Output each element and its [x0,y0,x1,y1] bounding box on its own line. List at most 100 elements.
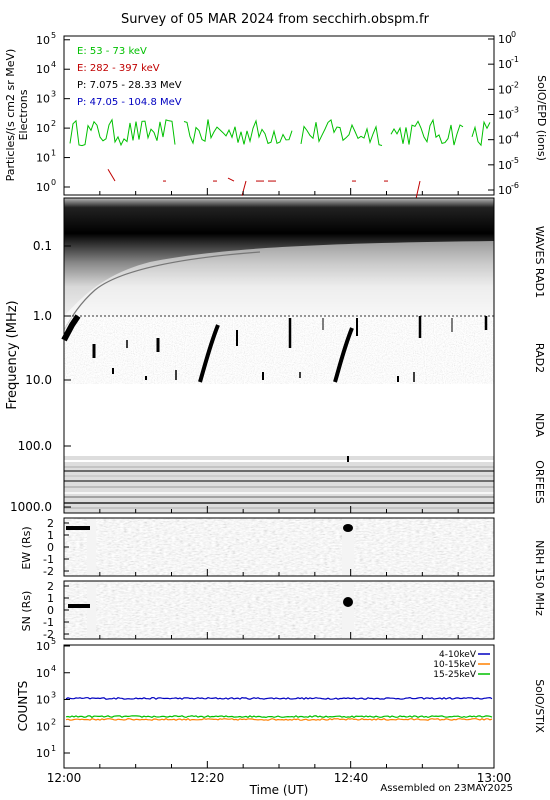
nrh-ew-ylabel: EW (Rs) [20,526,33,569]
particles-ylabel-electrons: Electrons [17,89,30,140]
label-rad2: RAD2 [533,343,546,373]
nrh-ew-panel: 210-1-2 EW (Rs) [20,517,495,578]
stix-legend-15-25: 15-25keV [433,670,477,680]
nrh-ew-tick: 1 [47,529,54,542]
series-electrons-low [69,118,491,147]
particles-left-tick: 10 [36,63,50,76]
particles-right-tick: 10 [498,83,512,96]
particles-right-tick: 10 [498,184,512,197]
rad2-spectrum [64,316,494,384]
particles-left-tick-exp: 3 [51,90,56,99]
nda-spectrum [64,384,494,456]
x-axis-ticks [63,188,495,768]
nrh-sn-tick: 2 [47,580,54,593]
orfees-lines [64,456,494,509]
particles-right-tick: 10 [498,58,512,71]
particles-right-tick-exp: -1 [511,55,519,64]
particles-left-tick-exp: 0 [51,178,56,187]
nrh-ew-tick-labels: 210-1-2 [43,517,69,578]
legend-e-high: E: 282 - 397 keV [77,63,160,74]
particles-left-tick-exp: 1 [51,149,56,158]
particles-right-tick-exp: -3 [511,106,519,115]
particles-right-tick-exp: -5 [511,156,519,165]
particles-left-tick-exp: 5 [51,31,56,40]
stix-tick: 10 [36,720,50,733]
x-tick-1240: 12:40 [334,771,369,785]
label-orfees: ORFEES [533,460,546,504]
stix-ylabel: COUNTS [16,681,30,732]
series-electrons-high [107,169,116,182]
particles-right-tick-exp: -6 [511,181,519,190]
spectrogram-tick: 10.0 [25,373,52,387]
label-stix: SolO/STIX [533,679,546,733]
nrh-ew-gap-2 [342,518,354,576]
stix-tick-exp: 4 [51,664,56,673]
nrh-sn-ylabel: SN (Rs) [20,591,33,632]
figure-title: Survey of 05 MAR 2024 from secchirh.obsp… [121,12,430,27]
stix-series-line [65,717,493,721]
nrh-ew-tick: -1 [43,553,54,566]
particles-ylabel-right: SolO/EPD (ions) [535,75,548,161]
particles-right-tick-exp: -2 [511,80,519,89]
stix-legend-10-15: 10-15keV [433,660,477,670]
type-iii-burst-2 [333,327,354,383]
x-tick-1300: 13:00 [477,771,512,785]
spectrogram-tick: 100.0 [18,439,52,453]
stix-tick-exp: 5 [51,637,56,646]
stix-tick: 10 [36,667,50,680]
nrh-sn-gap-1 [87,581,96,639]
spectrogram-tick: 1000.0 [10,500,52,514]
legend-p-low: P: 7.075 - 28.33 MeV [77,80,182,91]
orfees-spectrum [64,456,494,513]
nrh-ew-tick: 2 [47,517,54,530]
spectrogram-ylabel: Frequency (MHz) [5,300,20,409]
spectrogram-tick-labels: 0.1 1.0 10.0 100.0 1000.0 [10,239,71,514]
stix-tick: 10 [36,747,50,760]
rad1-type-ii-arc [63,251,261,331]
type-iii-burst-1 [198,324,220,383]
early-burst [61,314,81,342]
nrh-sn-burst [343,597,353,607]
label-nrh: NRH 150 MHz [533,540,546,616]
stix-series-line [65,696,493,700]
particles-right-tick: 10 [498,109,512,122]
nrh-sn-panel: 210-1-2 SN (Rs) NRH 150 MHz [20,540,546,641]
nrh-ew-tick: -2 [43,565,54,578]
rad2-features [92,316,488,382]
nrh-ew-image [64,518,494,576]
stix-series [65,696,493,721]
particles-left-tick: 10 [36,122,50,135]
particles-left-tick: 10 [36,181,50,194]
particles-right-tick: 10 [498,33,512,46]
x-tick-1200: 12:00 [47,771,82,785]
series-electrons-high [227,177,235,182]
nrh-sn-tick: -1 [43,616,54,629]
stix-series-line [65,715,493,719]
particles-right-tick-exp: 0 [511,30,516,39]
spectrogram-panel: 0.1 1.0 10.0 100.0 1000.0 Frequency (MHz) WA… [5,197,546,514]
particles-ylabel: Particles/(s cm2 sr MeV) [4,49,17,182]
stix-tick: 10 [36,640,50,653]
stix-frame [63,644,495,769]
legend-p-high: P: 47.05 - 104.8 MeV [77,97,182,108]
stix-legend: 4-10keV 10-15keV 15-25keV [433,650,490,680]
nrh-ew-gap-1 [87,518,96,576]
nrh-sn-tick: 1 [47,592,54,605]
spectrogram-tick: 1.0 [33,309,52,323]
rad1-bright-region [64,241,494,316]
particles-left-tick-exp: 2 [51,119,56,128]
x-tick-1220: 12:20 [190,771,225,785]
nrh-sn-tick: -2 [43,628,54,641]
nrh-ew-tick: 0 [47,541,54,554]
rad2-wash [64,316,494,384]
series-electrons-high [415,180,421,199]
nrh-sn-image [64,581,494,639]
particles-panel: 10 010 110 210 310 410 510 -610 -510 -410 -310 -210… [4,30,548,199]
nrh-sn-tick-labels: 210-1-2 [43,580,69,641]
nrh-ew-wash [64,518,494,576]
particles-left-tick: 10 [36,34,50,47]
stix-legend-4-10: 4-10keV [439,650,477,660]
particles-right-tick: 10 [498,159,512,172]
